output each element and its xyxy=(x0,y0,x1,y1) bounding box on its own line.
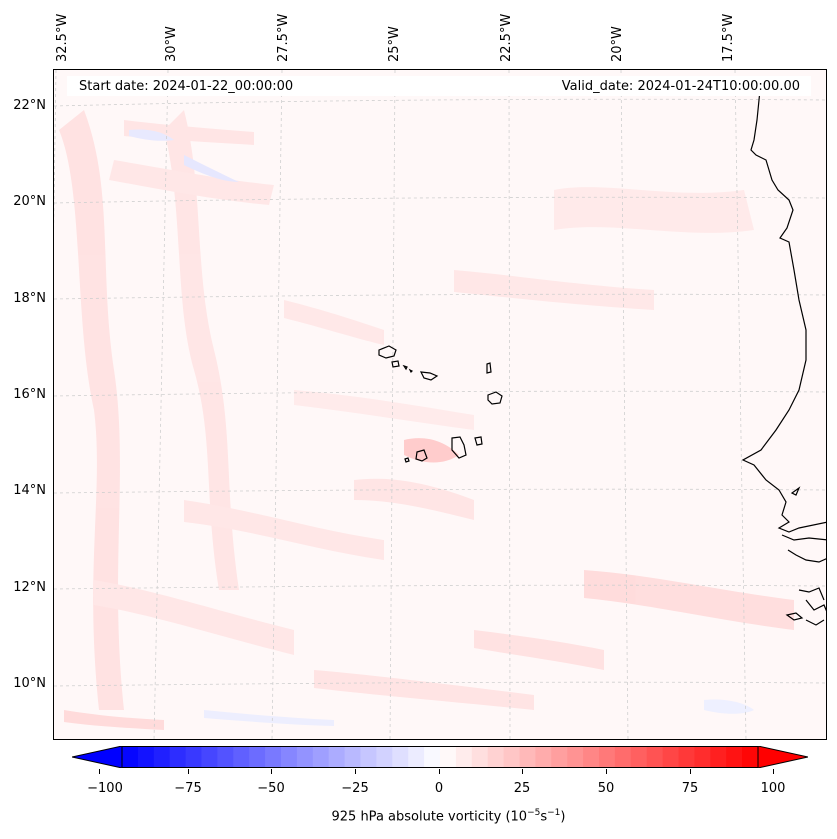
colorbar-cell xyxy=(726,746,743,768)
header-bar xyxy=(67,76,811,96)
cb-tick-label: 100 xyxy=(760,781,786,796)
colorbar-cell xyxy=(122,746,139,768)
colorbar-cell xyxy=(376,746,393,768)
colorbar-cell xyxy=(328,746,346,768)
colorbar-cell xyxy=(201,746,218,768)
colorbar-caption: 925 hPa absolute vorticity (10−5s−1) xyxy=(0,808,837,824)
lon-label: 27.5°W xyxy=(276,13,291,62)
lon-label: 17.5°W xyxy=(721,13,736,62)
colorbar-cell xyxy=(662,746,679,768)
cb-tick xyxy=(773,769,774,774)
cb-tick-label: −50 xyxy=(257,781,285,796)
colorbar-cell xyxy=(503,746,520,768)
colorbar-cell xyxy=(614,746,632,768)
colorbar-cell xyxy=(153,746,171,768)
colorbar-cells xyxy=(122,746,759,768)
colorbar-cell xyxy=(440,746,457,768)
caption-main: 925 hPa absolute vorticity (10 xyxy=(331,809,528,825)
colorbar-cell xyxy=(519,746,536,768)
colorbar-cell xyxy=(535,746,552,768)
colorbar-cell xyxy=(599,746,616,768)
cb-tick xyxy=(690,769,691,774)
colorbar-cell xyxy=(281,746,298,768)
colorbar-cell xyxy=(551,746,568,768)
coastline-africa xyxy=(741,89,826,626)
cb-tick-label: 25 xyxy=(513,781,531,796)
lon-label: 20°W xyxy=(610,26,625,62)
colorbar-cell xyxy=(630,746,648,768)
colorbar-cell xyxy=(137,746,155,768)
colorbar-cell xyxy=(249,746,266,768)
colorbar-cell xyxy=(567,746,584,768)
cb-tick-label: −100 xyxy=(87,781,123,796)
colorbar-cell xyxy=(678,746,695,768)
colorbar-cell xyxy=(360,746,377,768)
lat-label: 10°N xyxy=(13,676,46,691)
cb-tick-label: 0 xyxy=(434,781,444,796)
cb-tick xyxy=(188,769,189,774)
colorbar-cell xyxy=(694,746,711,768)
colorbar-cell xyxy=(455,746,473,768)
colorbar xyxy=(72,746,808,768)
lat-label: 14°N xyxy=(13,483,46,498)
vorticity-contours xyxy=(59,110,794,730)
cb-tick xyxy=(355,769,356,774)
lat-label: 16°N xyxy=(13,387,46,402)
cb-tick-label: 50 xyxy=(597,781,615,796)
graticule xyxy=(54,70,826,739)
cb-tick xyxy=(271,769,272,774)
colorbar-cell xyxy=(742,746,759,768)
lat-label: 22°N xyxy=(13,98,46,113)
cb-tick xyxy=(99,769,100,774)
colorbar-cell xyxy=(265,746,282,768)
caption-exp2: −1 xyxy=(547,808,561,818)
cb-tick-label: −75 xyxy=(174,781,202,796)
cb-tick xyxy=(606,769,607,774)
colorbar-cell xyxy=(185,746,202,768)
colorbar-cell xyxy=(710,746,727,768)
valid-date-label: Valid_date: 2024-01-24T10:00:00.00 xyxy=(561,79,800,94)
lat-label: 18°N xyxy=(13,291,46,306)
cb-tick-label: −25 xyxy=(341,781,369,796)
lon-label: 30°W xyxy=(164,26,179,62)
cb-tick xyxy=(439,769,440,774)
lat-label: 12°N xyxy=(13,580,46,595)
colorbar-cell xyxy=(487,746,505,768)
colorbar-cell xyxy=(296,746,314,768)
lon-label: 32.5°W xyxy=(55,13,70,62)
colorbar-max-arrow xyxy=(757,746,808,768)
cb-tick xyxy=(522,769,523,774)
caption-exp1: −5 xyxy=(527,808,541,818)
colorbar-cell xyxy=(646,746,664,768)
colorbar-cell xyxy=(169,746,187,768)
colorbar-cell xyxy=(408,746,425,768)
start-date-label: Start date: 2024-01-22_00:00:00 xyxy=(79,79,294,94)
colorbar-cell xyxy=(424,746,441,768)
caption-end: ) xyxy=(560,809,566,825)
colorbar-outline xyxy=(121,746,759,768)
colorbar-cell xyxy=(217,746,234,768)
vorticity-field xyxy=(54,70,826,739)
colorbar-cell xyxy=(392,746,409,768)
colorbar-cell xyxy=(344,746,361,768)
colorbar-cell xyxy=(233,746,250,768)
colorbar-min-arrow xyxy=(72,746,123,768)
lon-label: 22.5°W xyxy=(499,13,514,62)
colorbar-cell xyxy=(312,746,330,768)
islands xyxy=(378,345,503,463)
lat-label: 20°N xyxy=(13,194,46,209)
colorbar-cell xyxy=(583,746,600,768)
map-panel: Start date: 2024-01-22_00:00:00 Valid_da… xyxy=(53,69,827,740)
cb-tick-label: 75 xyxy=(681,781,699,796)
colorbar-cell xyxy=(471,746,489,768)
caption-mid: s xyxy=(540,809,548,825)
lon-label: 25°W xyxy=(387,26,402,62)
